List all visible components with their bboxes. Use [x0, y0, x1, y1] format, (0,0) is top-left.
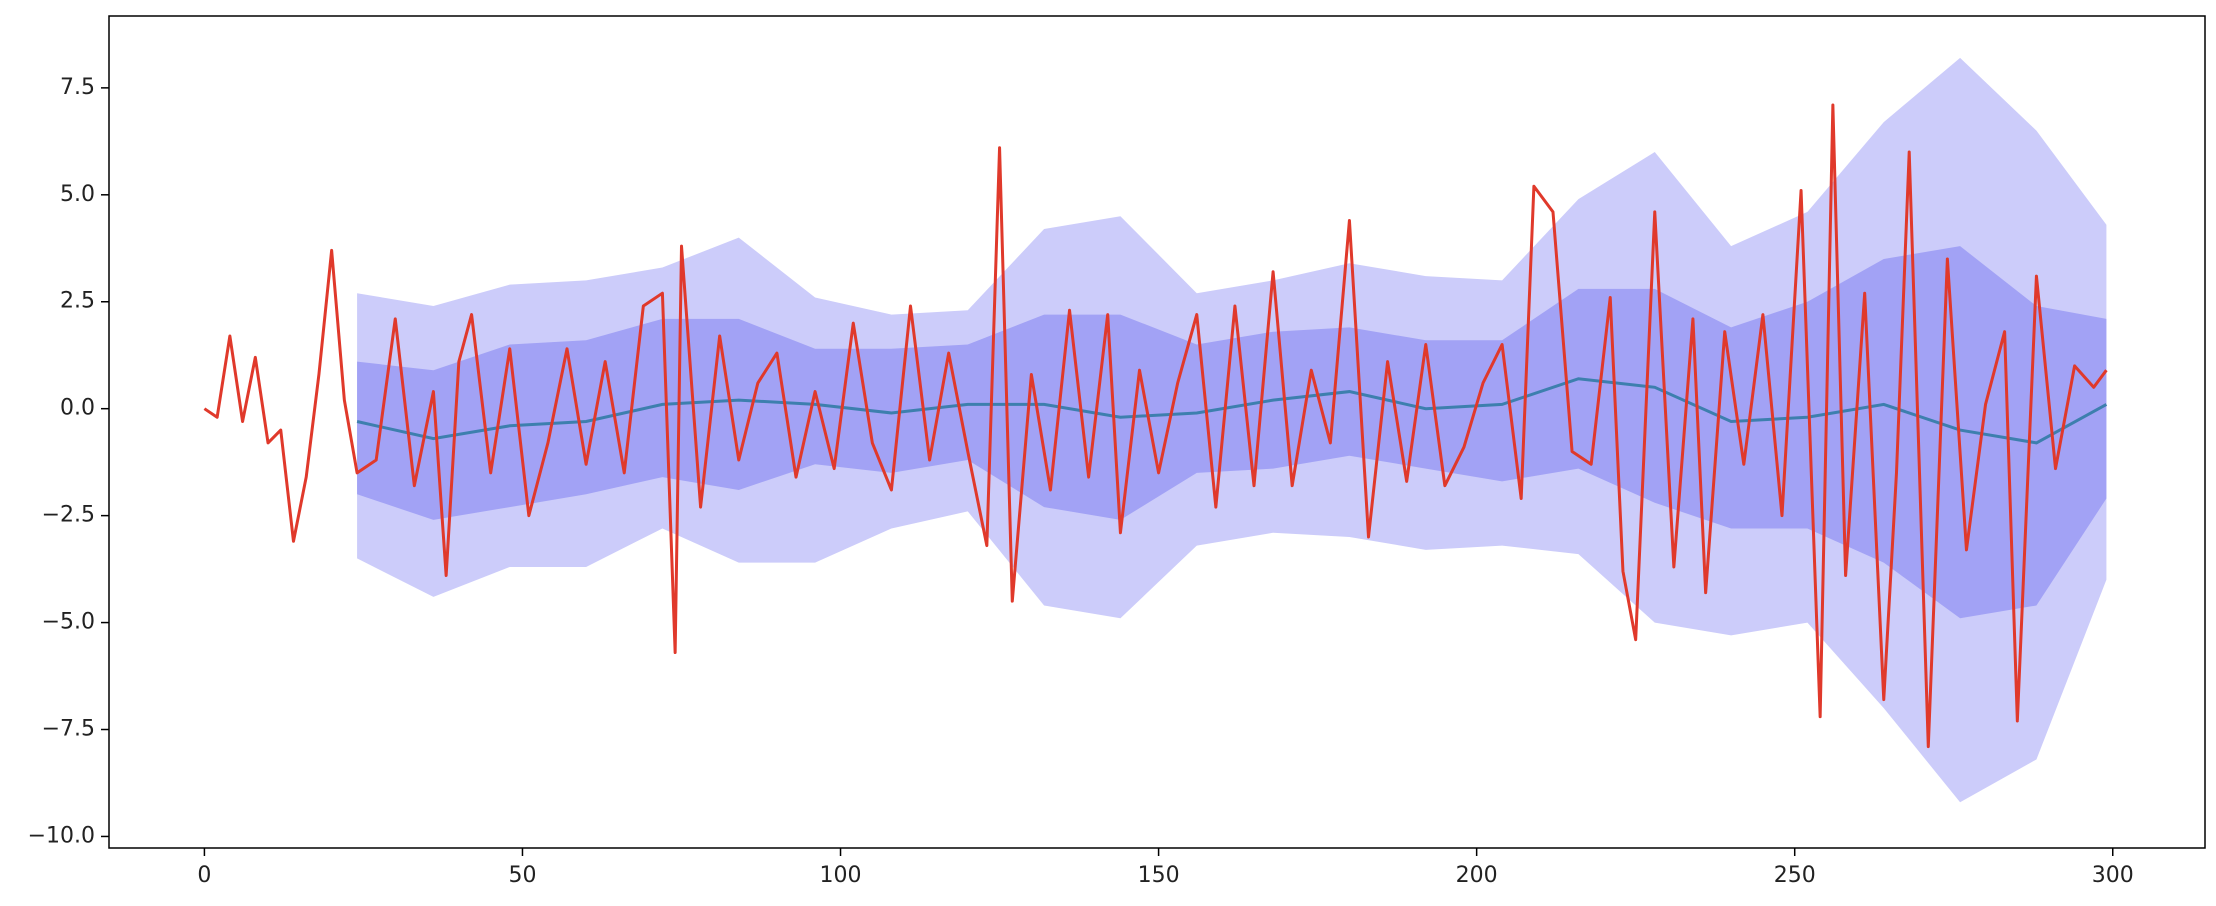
x-tick-label: 50 [508, 863, 536, 888]
y-tick-label: 2.5 [60, 289, 95, 314]
y-tick-label: −7.5 [42, 717, 95, 742]
x-tick-label: 250 [1774, 863, 1816, 888]
x-tick-label: 100 [820, 863, 862, 888]
x-tick-label: 150 [1138, 863, 1180, 888]
rolling-mean-line [356, 377, 2108, 445]
std-band [357, 246, 2107, 619]
x-tick-label: 300 [2092, 863, 2134, 888]
y-tick-label: 7.5 [60, 75, 95, 100]
plot-frame [108, 15, 2206, 849]
y-tick-label: −2.5 [42, 503, 95, 528]
x-tick-label: 0 [197, 863, 211, 888]
x-tick-label: 200 [1456, 863, 1498, 888]
data-line [203, 103, 2108, 749]
y-tick-label: −10.0 [28, 823, 95, 848]
y-tick-label: 0.0 [60, 396, 95, 421]
y-tick-label: −5.0 [42, 610, 95, 635]
y-tick-label: 5.0 [60, 182, 95, 207]
